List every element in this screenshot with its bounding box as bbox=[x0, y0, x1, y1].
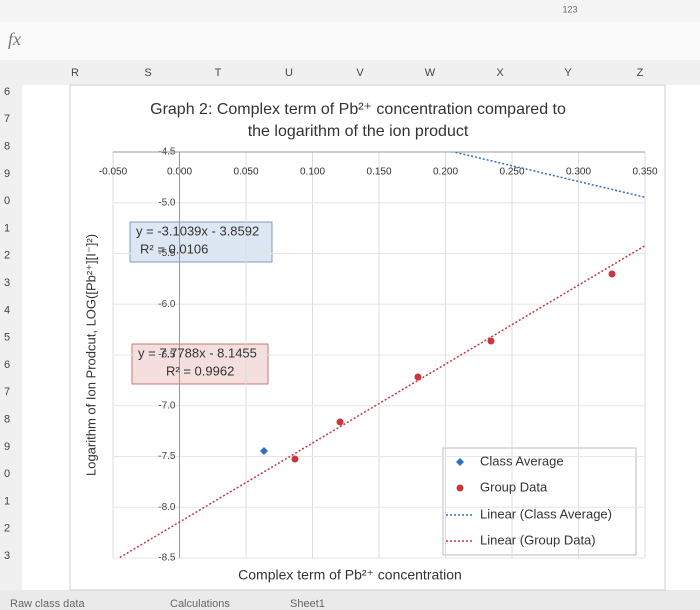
row-label: 2 bbox=[4, 523, 10, 535]
row-label: 9 bbox=[4, 168, 10, 180]
formula-bar bbox=[0, 22, 700, 60]
trendline bbox=[117, 245, 645, 558]
column-label: R bbox=[71, 67, 79, 79]
row-label: 0 bbox=[4, 468, 10, 480]
toolbar bbox=[0, 0, 700, 22]
data-point bbox=[259, 447, 268, 456]
x-tick-label: 0.350 bbox=[632, 167, 657, 178]
y-axis-label: Logarithm of Ion Prodcut, LOG([Pb²⁺][I⁻]… bbox=[83, 234, 98, 476]
legend-label: Linear (Class Average) bbox=[480, 506, 612, 521]
row-label: 3 bbox=[4, 550, 10, 562]
column-header bbox=[0, 60, 700, 85]
column-label: Z bbox=[637, 67, 644, 79]
row-label: 9 bbox=[4, 441, 10, 453]
trend-r2: R² = 0.0106 bbox=[140, 241, 208, 256]
row-label: 6 bbox=[4, 359, 10, 371]
sheet-tab[interactable]: Raw class data bbox=[10, 598, 85, 610]
y-tick-label: -7.0 bbox=[158, 400, 176, 411]
y-tick-label: -8.5 bbox=[158, 553, 176, 564]
y-tick-label: -6.5 bbox=[158, 350, 176, 361]
chart-title: Graph 2: Complex term of Pb²⁺ concentrat… bbox=[150, 101, 566, 140]
row-label: 6 bbox=[4, 86, 10, 98]
data-point bbox=[487, 337, 495, 345]
x-tick-label: 0.050 bbox=[233, 167, 258, 178]
equation-box bbox=[129, 221, 273, 263]
row-label: 1 bbox=[4, 495, 10, 507]
y-tick-label: -7.5 bbox=[158, 451, 176, 462]
row-label: 3 bbox=[4, 277, 10, 289]
row-label: 0 bbox=[4, 195, 10, 207]
column-label: Y bbox=[564, 67, 572, 79]
row-label: 7 bbox=[4, 386, 10, 398]
column-label: X bbox=[496, 67, 504, 79]
legend-label: Group Data bbox=[480, 479, 548, 494]
x-tick-label: 0.100 bbox=[300, 167, 325, 178]
trend-r2: R² = 0.9962 bbox=[166, 363, 234, 378]
data-point bbox=[608, 270, 616, 278]
legend-marker bbox=[456, 458, 464, 466]
equation-box bbox=[131, 343, 269, 385]
fx-label: fx bbox=[8, 29, 21, 49]
tab-bar bbox=[0, 590, 700, 610]
row-label: 5 bbox=[4, 332, 10, 344]
sheet-tab[interactable]: Calculations bbox=[170, 598, 230, 610]
data-point bbox=[336, 418, 344, 426]
x-axis-label: Complex term of Pb²⁺ concentration bbox=[238, 567, 462, 583]
sheet-tab[interactable]: Sheet1 bbox=[290, 598, 325, 610]
row-label: 8 bbox=[4, 414, 10, 426]
x-tick-label: 0.200 bbox=[433, 167, 458, 178]
column-label: U bbox=[285, 67, 293, 79]
row-header bbox=[0, 85, 22, 590]
x-tick-label: 0.250 bbox=[499, 167, 524, 178]
trend-equation: y = 7.7788x - 8.1455 bbox=[138, 345, 257, 360]
row-label: 4 bbox=[4, 304, 10, 316]
row-label: 7 bbox=[4, 113, 10, 125]
y-tick-label: -5.5 bbox=[158, 248, 176, 259]
plot bbox=[117, 152, 645, 558]
legend-label: Linear (Group Data) bbox=[480, 532, 596, 547]
column-label: V bbox=[356, 67, 364, 79]
y-tick-label: -5.0 bbox=[158, 197, 176, 208]
row-label: 8 bbox=[4, 141, 10, 153]
y-tick-label: -6.0 bbox=[158, 299, 176, 310]
x-tick-label: 0.300 bbox=[566, 167, 591, 178]
column-label: S bbox=[144, 67, 151, 79]
title-line: the logarithm of the ion product bbox=[248, 123, 469, 140]
data-point bbox=[291, 455, 299, 463]
title-line: Graph 2: Complex term of Pb²⁺ concentrat… bbox=[150, 101, 566, 118]
x-tick-label: 0.150 bbox=[366, 167, 391, 178]
column-label: W bbox=[425, 67, 436, 79]
row-label: 1 bbox=[4, 222, 10, 234]
y-tick-label: -8.0 bbox=[158, 502, 176, 513]
x-tick-label: -0.050 bbox=[99, 167, 128, 178]
column-label: T bbox=[215, 67, 222, 79]
row-label: 2 bbox=[4, 250, 10, 262]
data-point bbox=[414, 373, 422, 381]
toolbar-label: 123 bbox=[562, 4, 577, 14]
legend-label: Class Average bbox=[480, 453, 564, 468]
legend-marker bbox=[456, 484, 464, 492]
legend bbox=[442, 447, 637, 556]
trend-equation: y = -3.1039x - 3.8592 bbox=[136, 223, 259, 238]
